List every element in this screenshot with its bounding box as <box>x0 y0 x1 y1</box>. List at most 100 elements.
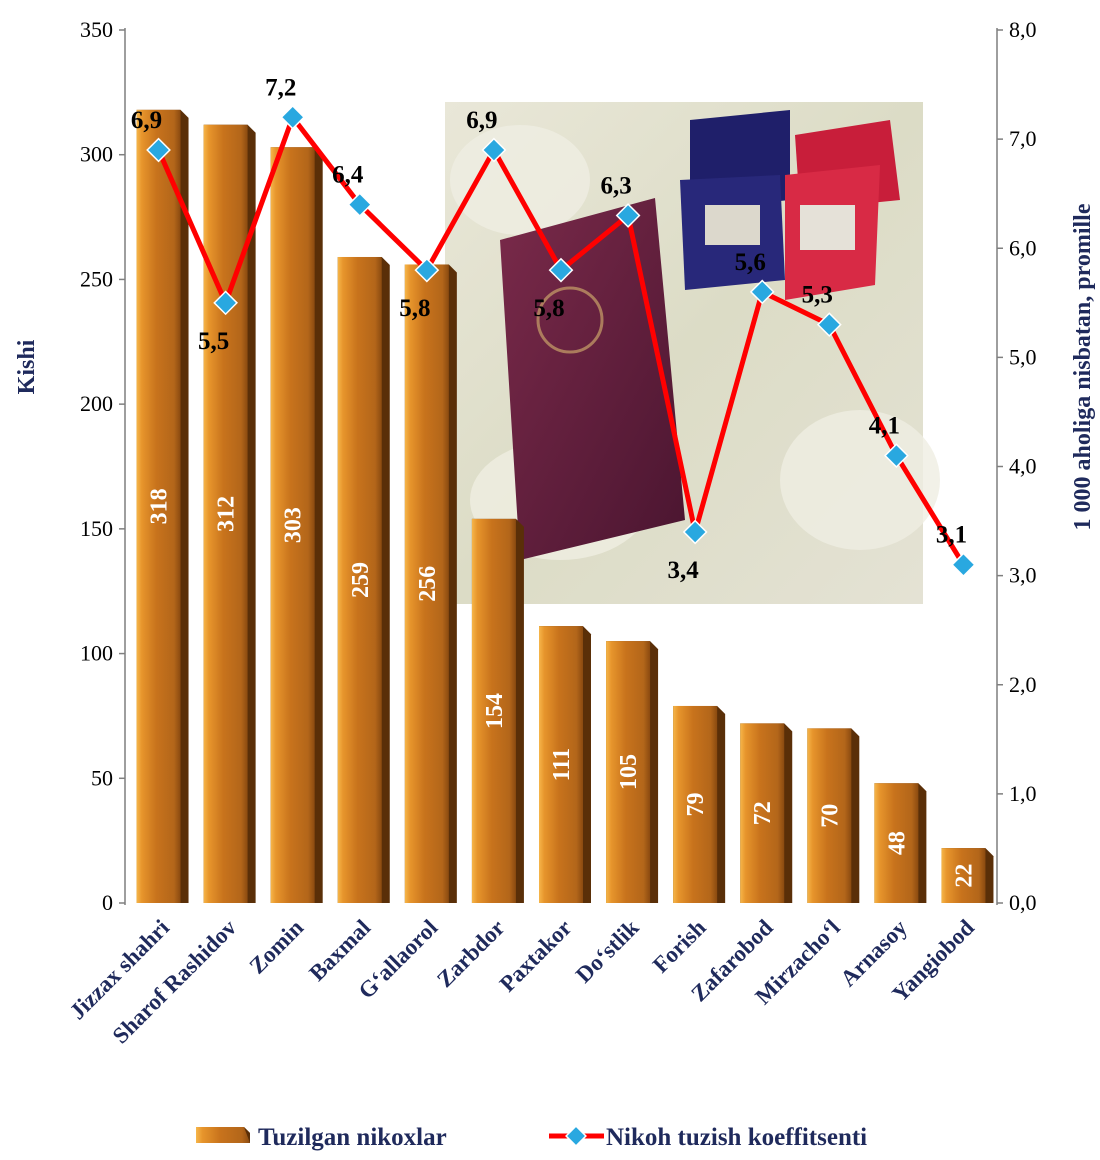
right-tick-label: 8,0 <box>1009 17 1037 42</box>
bar-value-label: 318 <box>147 488 173 524</box>
left-tick-label: 150 <box>80 516 113 541</box>
bar-body <box>807 728 852 903</box>
category-label: Do‘stlik <box>571 915 644 988</box>
rate-point <box>213 290 238 316</box>
right-tick-label: 3,0 <box>1009 563 1037 588</box>
rate-value-label: 6,9 <box>131 107 162 134</box>
rate-point <box>548 257 574 283</box>
bar-body <box>337 256 382 904</box>
left-axis-title: Kishi <box>14 339 40 394</box>
bar-value-label: 303 <box>281 507 307 543</box>
bar: 318 <box>136 109 189 904</box>
ring-box-red <box>785 120 900 300</box>
bar: 312 <box>203 124 256 904</box>
right-tick-label: 4,0 <box>1009 454 1037 479</box>
rate-series: 6,9 5,5 7,2 6,4 5,8 6,9 5,8 6,3 3,4 5,6 5,3 4,1 3,1 <box>131 74 976 584</box>
category-label: Zomin <box>244 915 308 979</box>
bar: 72 <box>740 723 793 903</box>
left-axis: 0 50 100 150 200 250 300 350 <box>80 17 126 915</box>
bar: 22 <box>941 848 994 903</box>
bar-series: 318 312 303 259 256 154 111 105 79 72 70 48 22 <box>136 109 994 904</box>
bar-value-label: 105 <box>616 754 642 790</box>
rate-value-label: 3,1 <box>936 522 967 549</box>
rate-value-label: 6,9 <box>466 107 497 134</box>
left-tick-label: 50 <box>91 765 113 790</box>
legend-item-bars: Tuzilgan nikoxlar <box>196 1124 447 1151</box>
rate-point <box>884 443 909 468</box>
bar-value-label: 111 <box>549 748 575 781</box>
category-label: Paxtakor <box>495 915 577 997</box>
left-tick-label: 0 <box>102 890 113 915</box>
rate-value-label: 3,4 <box>668 557 700 584</box>
right-axis-title: 1 000 aholiga nisbatan, promille <box>1070 203 1096 530</box>
bar: 259 <box>337 256 390 904</box>
left-tick-label: 100 <box>80 641 113 666</box>
bar-body <box>270 147 315 903</box>
rate-value-label: 4,1 <box>869 413 900 440</box>
legend-label-bars: Tuzilgan nikoxlar <box>258 1124 447 1151</box>
category-label: Sharof Rashidov <box>108 915 242 1049</box>
rate-point <box>481 137 507 163</box>
bar-value-label: 256 <box>415 566 441 602</box>
legend-label-line: Nikoh tuzish koeffitsenti <box>606 1124 867 1151</box>
bar: 105 <box>606 641 659 903</box>
legend-item-line: Nikoh tuzish koeffitsenti <box>549 1124 867 1151</box>
right-tick-label: 7,0 <box>1009 126 1037 151</box>
bar-body <box>404 264 449 903</box>
right-tick-label: 1,0 <box>1009 781 1037 806</box>
bar-body <box>941 848 986 903</box>
rate-value-label: 5,6 <box>735 249 766 276</box>
bar-body <box>874 783 919 903</box>
bar-body <box>673 705 718 903</box>
rate-point <box>816 312 842 338</box>
bar: 48 <box>874 783 927 903</box>
bar: 256 <box>404 264 457 903</box>
bar-value-label: 259 <box>348 562 374 598</box>
bar: 154 <box>471 518 524 903</box>
right-tick-label: 0,0 <box>1009 890 1037 915</box>
bar-value-label: 72 <box>750 801 776 825</box>
legend: Tuzilgan nikoxlar Nikoh tuzish koeffitse… <box>196 1124 867 1151</box>
rate-value-label: 6,4 <box>332 162 364 189</box>
bar-value-label: 48 <box>884 831 910 855</box>
bar: 111 <box>539 626 591 903</box>
rate-point <box>615 203 641 228</box>
bar-value-label: 70 <box>817 804 843 828</box>
rate-value-label: 5,3 <box>802 282 833 309</box>
bar-body <box>471 518 516 903</box>
rate-point <box>749 279 775 305</box>
category-label: Forish <box>648 915 711 978</box>
rate-value-label: 6,3 <box>600 173 631 200</box>
bar: 79 <box>673 705 726 903</box>
rate-point <box>146 137 171 163</box>
rate-point <box>951 552 976 578</box>
bar-body <box>203 124 248 904</box>
left-tick-label: 250 <box>80 266 113 291</box>
rate-point <box>682 519 708 545</box>
rate-point <box>347 192 373 217</box>
ring-box-blue <box>680 110 790 290</box>
bar-value-label: 22 <box>951 864 977 888</box>
left-tick-label: 350 <box>80 17 113 42</box>
bar-body <box>136 109 181 904</box>
bar: 303 <box>270 147 323 903</box>
left-tick-label: 200 <box>80 391 113 416</box>
bar-value-label: 79 <box>683 792 709 816</box>
rate-point <box>280 104 306 130</box>
bar: 70 <box>807 728 860 903</box>
right-axis: 0,0 1,0 2,0 3,0 4,0 5,0 6,0 7,0 8,0 <box>996 17 1037 915</box>
rate-value-label: 7,2 <box>265 74 296 101</box>
rate-value-label: 5,5 <box>198 328 229 355</box>
right-tick-label: 5,0 <box>1009 344 1037 369</box>
bar-body <box>539 626 583 903</box>
rate-value-label: 5,8 <box>399 295 430 322</box>
left-tick-label: 300 <box>80 142 113 167</box>
rate-point <box>414 257 440 283</box>
bar-body <box>740 723 785 903</box>
right-tick-label: 6,0 <box>1009 235 1037 260</box>
bar-value-label: 154 <box>482 693 508 729</box>
bar-value-label: 312 <box>214 496 240 532</box>
right-tick-label: 2,0 <box>1009 672 1037 697</box>
